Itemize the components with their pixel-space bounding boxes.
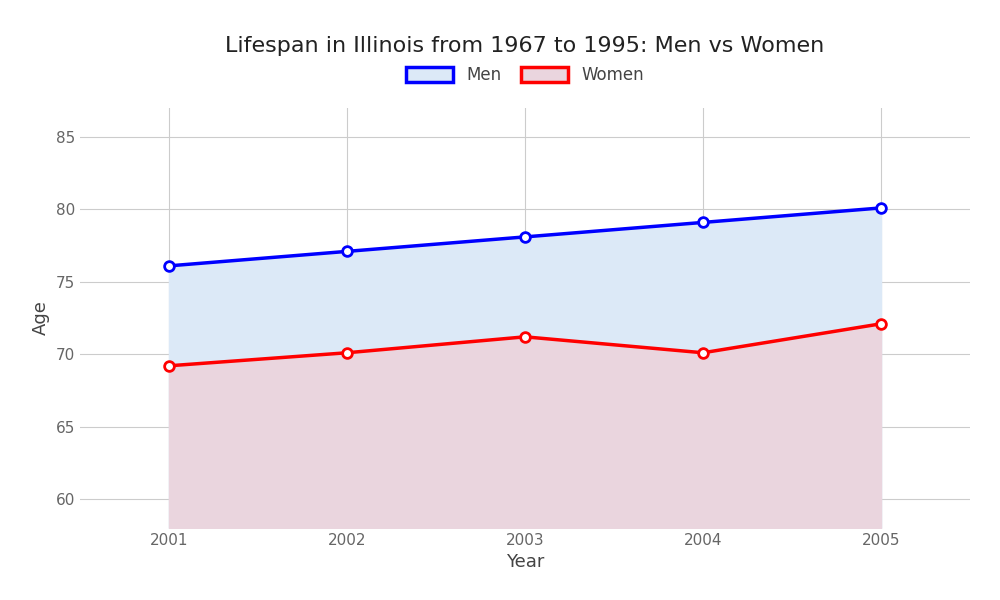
X-axis label: Year: Year — [506, 553, 544, 571]
Legend: Men, Women: Men, Women — [406, 66, 644, 84]
Title: Lifespan in Illinois from 1967 to 1995: Men vs Women: Lifespan in Illinois from 1967 to 1995: … — [225, 37, 825, 56]
Y-axis label: Age: Age — [32, 301, 50, 335]
